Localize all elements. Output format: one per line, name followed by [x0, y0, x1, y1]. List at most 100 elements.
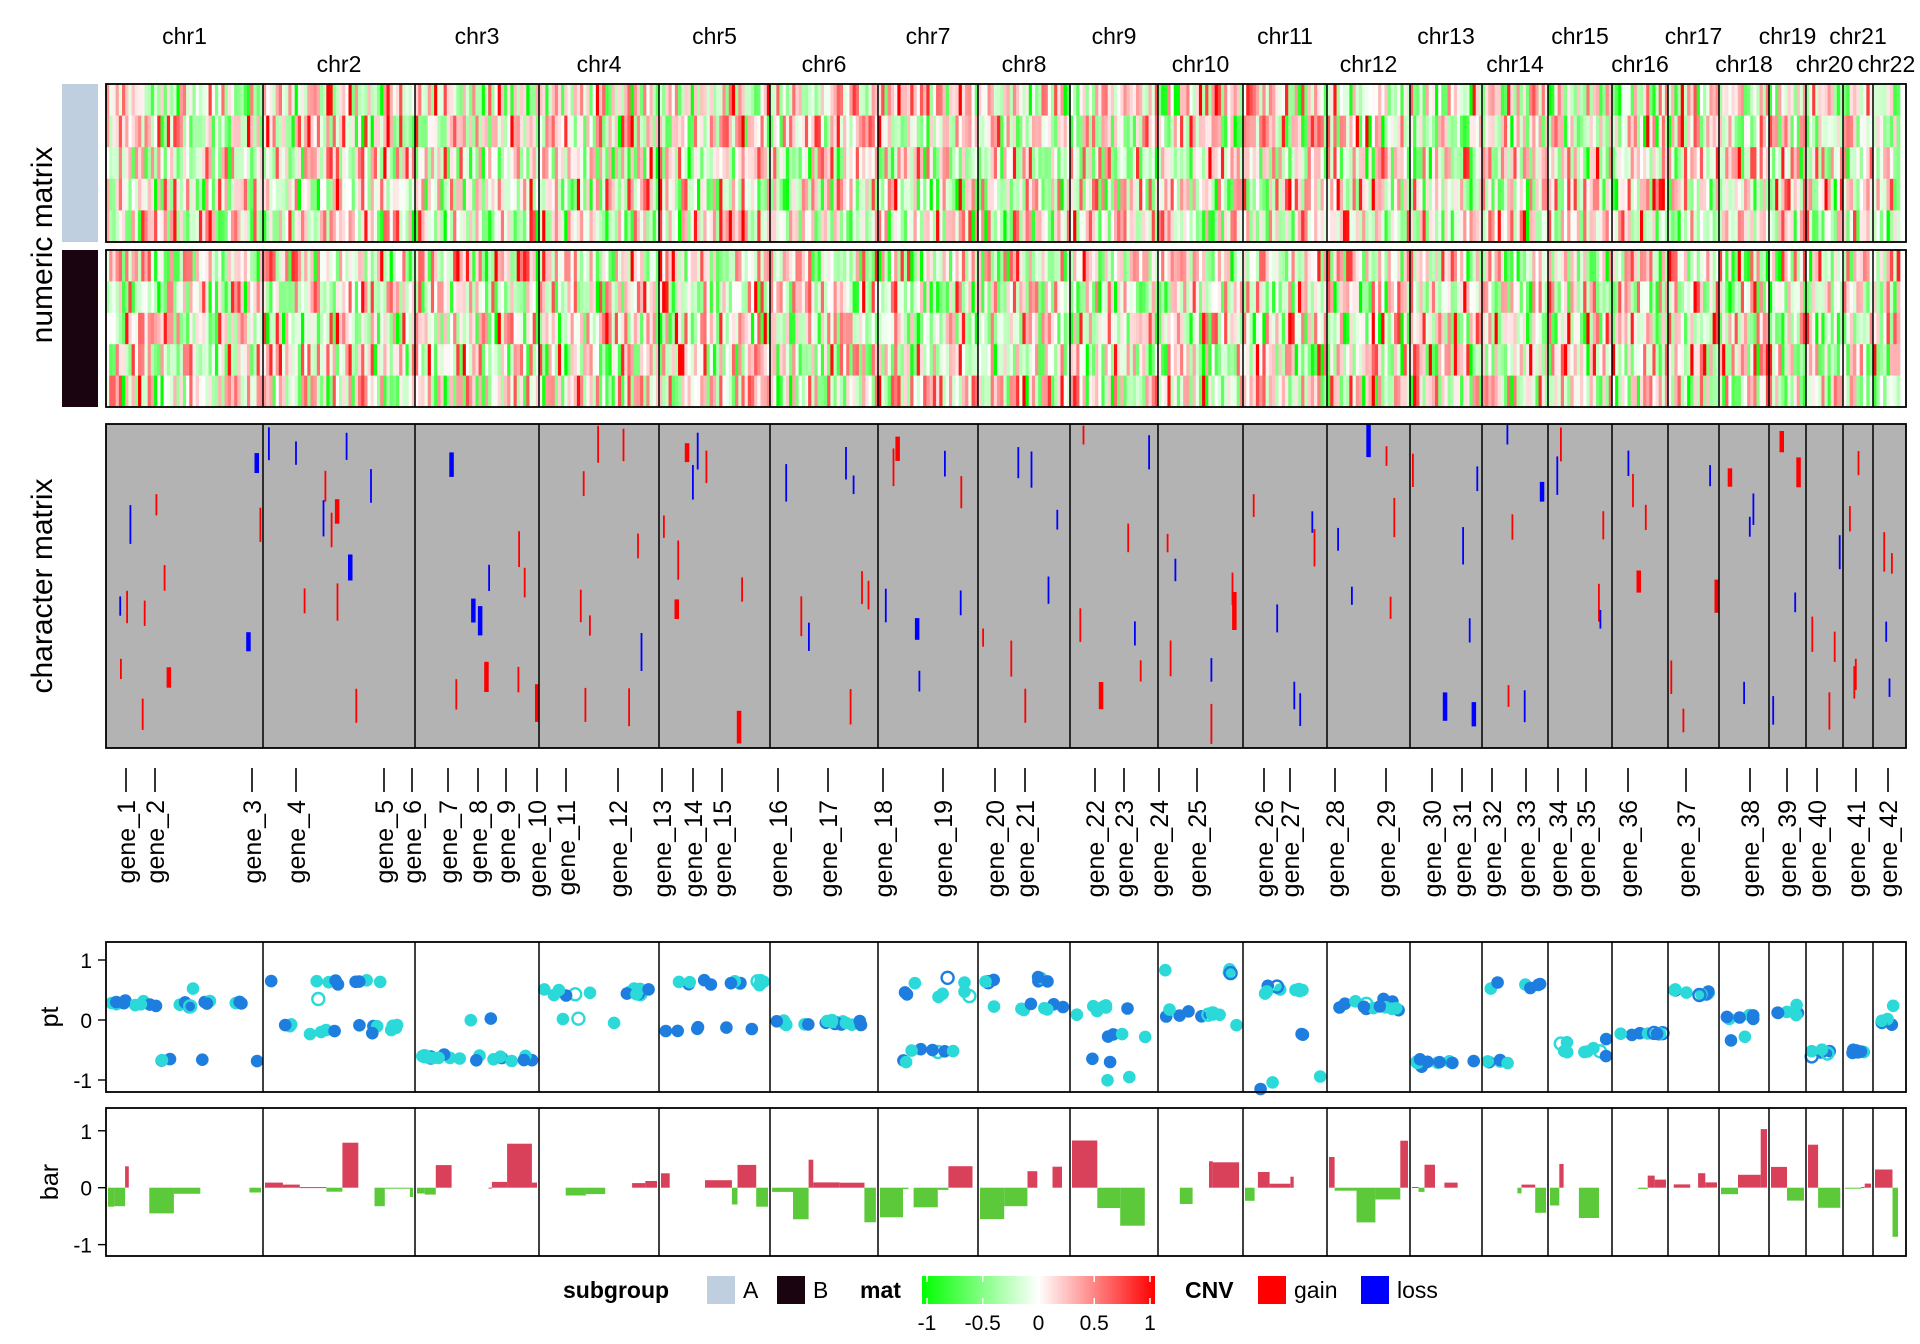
numeric-cell — [1627, 115, 1632, 148]
numeric-cell — [240, 115, 245, 148]
numeric-cell — [408, 250, 413, 282]
numeric-cell — [741, 344, 745, 376]
numeric-cell — [789, 84, 793, 116]
numeric-cell — [1431, 115, 1436, 148]
numeric-cell — [1285, 312, 1289, 345]
numeric-cell — [1252, 312, 1257, 345]
numeric-cell — [211, 147, 216, 180]
numeric-cell — [259, 375, 264, 408]
numeric-cell — [205, 178, 209, 211]
numeric-cell — [1507, 84, 1511, 116]
numeric-cell — [358, 210, 362, 243]
numeric-cell — [614, 344, 619, 376]
numeric-cell — [240, 281, 245, 314]
numeric-cell — [968, 147, 972, 180]
numeric-cell — [282, 115, 286, 148]
numeric-cell — [633, 84, 638, 116]
numeric-cell — [424, 84, 429, 116]
numeric-cell — [1012, 250, 1017, 282]
numeric-cell — [681, 178, 685, 211]
numeric-cell — [576, 375, 581, 408]
numeric-cell — [750, 210, 755, 243]
numeric-cell — [1680, 210, 1685, 243]
numeric-cell — [1317, 250, 1321, 282]
numeric-cell — [430, 210, 435, 243]
numeric-cell — [1371, 250, 1376, 282]
numeric-cell — [1425, 250, 1430, 282]
numeric-cell — [716, 250, 720, 282]
numeric-cell — [1227, 210, 1231, 243]
numeric-cell — [427, 84, 432, 116]
numeric-cell — [1687, 147, 1691, 180]
numeric-cell — [266, 344, 270, 376]
numeric-cell — [291, 344, 296, 376]
numeric-cell — [1706, 147, 1710, 180]
numeric-cell — [1846, 147, 1851, 180]
numeric-cell — [109, 375, 113, 408]
numeric-cell — [871, 210, 876, 243]
numeric-cell — [700, 375, 704, 408]
numeric-cell — [1330, 147, 1334, 180]
numeric-cell — [1000, 115, 1004, 148]
numeric-cell — [214, 375, 219, 408]
numeric-cell — [266, 84, 270, 116]
numeric-cell — [526, 312, 530, 345]
numeric-cell — [804, 147, 809, 180]
numeric-cell — [1246, 250, 1250, 282]
numeric-cell — [1504, 147, 1508, 180]
numeric-cell — [1456, 250, 1461, 282]
numeric-cell — [910, 178, 914, 211]
numeric-cell — [1167, 250, 1171, 282]
numeric-cell — [1463, 115, 1467, 148]
numeric-cell — [288, 250, 292, 282]
numeric-cell — [160, 210, 165, 243]
numeric-cell — [643, 250, 647, 282]
numeric-cell — [1863, 210, 1867, 243]
numeric-cell — [1265, 84, 1270, 116]
numeric-cell — [846, 147, 850, 180]
numeric-cell — [1009, 115, 1014, 148]
numeric-cell — [1444, 250, 1448, 282]
numeric-cell — [440, 375, 444, 408]
numeric-cell — [1671, 84, 1675, 116]
numeric-cell — [415, 210, 419, 243]
numeric-cell — [903, 210, 908, 243]
numeric-cell — [1192, 147, 1197, 180]
numeric-cell — [342, 375, 346, 408]
numeric-cell — [1883, 178, 1887, 211]
numeric-cell — [586, 84, 590, 116]
numeric-cell — [230, 147, 235, 180]
numeric-cell — [122, 115, 126, 148]
numeric-cell — [301, 178, 305, 211]
numeric-cell — [462, 312, 467, 345]
numeric-cell — [1126, 210, 1131, 243]
numeric-cell — [846, 375, 850, 408]
numeric-cell — [1618, 147, 1622, 180]
numeric-cell — [1132, 312, 1137, 345]
numeric-cell — [1275, 375, 1279, 408]
numeric-cell — [1664, 147, 1669, 180]
numeric-cell — [230, 312, 235, 345]
numeric-cell — [936, 344, 940, 376]
numeric-cell — [1035, 250, 1039, 282]
numeric-cell — [354, 375, 359, 408]
numeric-cell — [1304, 84, 1308, 116]
numeric-cell — [354, 250, 359, 282]
numeric-cell — [894, 250, 898, 282]
numeric-cell — [693, 84, 698, 116]
numeric-cell — [640, 178, 644, 211]
numeric-cell — [903, 250, 908, 282]
numeric-cell — [1728, 115, 1732, 148]
numeric-cell — [1288, 344, 1292, 376]
numeric-cell — [621, 375, 625, 408]
numeric-cell — [367, 312, 372, 345]
numeric-cell — [662, 210, 666, 243]
numeric-cell — [776, 250, 780, 282]
numeric-cell — [329, 281, 334, 314]
numeric-cell — [221, 147, 225, 180]
numeric-cell — [383, 147, 387, 180]
numeric-cell — [630, 344, 635, 376]
numeric-cell — [1469, 178, 1473, 211]
numeric-cell — [1510, 210, 1514, 243]
numeric-cell — [446, 210, 451, 243]
